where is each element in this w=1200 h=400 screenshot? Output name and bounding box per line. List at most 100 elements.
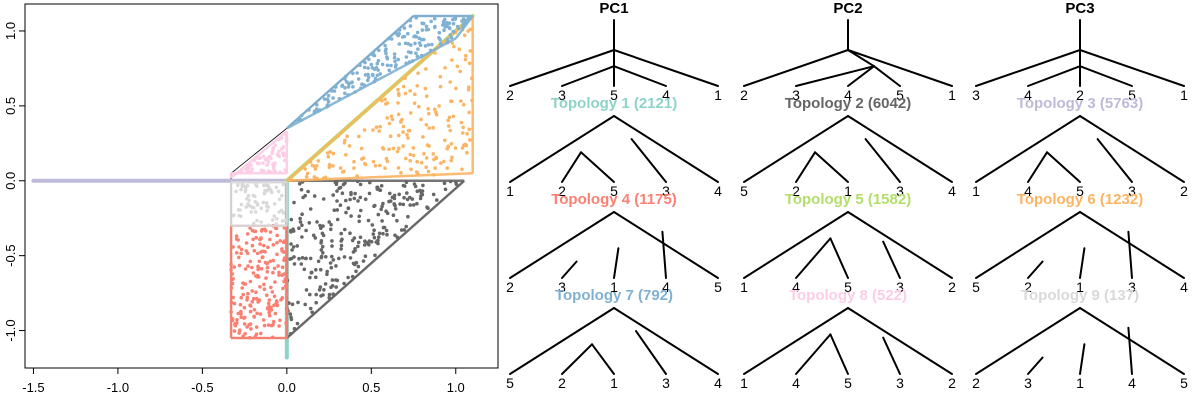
scatter-point — [412, 182, 417, 186]
tree-branch — [509, 307, 615, 375]
scatter-point — [244, 249, 249, 253]
scatter-point — [357, 134, 361, 139]
scatter-point — [310, 163, 315, 168]
scatter-point — [239, 251, 243, 256]
topology-tree: 2 3 4 5 1 — [740, 19, 956, 103]
leaf-label: 3 — [972, 87, 980, 103]
scatter-point — [374, 125, 379, 129]
scatter-point — [309, 270, 314, 275]
scatter-point — [404, 55, 409, 59]
scatter-point — [449, 158, 454, 163]
scatter-point — [330, 278, 335, 282]
scatter-point — [425, 143, 430, 147]
y-tick-label: -0.5 — [3, 244, 18, 266]
scatter-point — [417, 104, 421, 109]
scatter-point — [392, 202, 397, 206]
scatter-point — [415, 54, 420, 59]
scatter-point — [232, 265, 236, 269]
leaf-label: 5 — [1180, 375, 1188, 391]
scatter-point — [244, 241, 249, 245]
scatter-point — [271, 146, 276, 150]
scatter-point — [338, 166, 343, 170]
topology-title: Topology 5 (1582) — [785, 191, 911, 208]
x-tick-label: -1.5 — [22, 380, 44, 395]
scatter-point — [262, 227, 267, 232]
scatter-point — [348, 231, 352, 235]
scatter-point — [239, 309, 243, 314]
scatter-point — [385, 56, 390, 61]
topology-tree: 5 2 1 3 4 Topology 7 (792) — [506, 287, 722, 391]
scatter-point — [251, 237, 255, 242]
series-edge — [286, 179, 466, 339]
scatter-point — [396, 101, 400, 105]
region-boundary — [230, 128, 288, 174]
scatter-point — [321, 197, 326, 201]
tree-branch — [829, 237, 849, 279]
scatter-point — [315, 220, 319, 224]
scatter-point — [342, 281, 346, 286]
topology-tree: 5 2 1 3 4 Topology 6 (1232) — [972, 191, 1188, 295]
scatter-point — [362, 83, 367, 87]
scatter-point — [333, 85, 338, 89]
tree-branch — [1079, 115, 1185, 183]
scatter-point — [290, 302, 295, 307]
scatter-point — [409, 50, 413, 55]
scatter-point — [275, 233, 280, 238]
scatter-point — [352, 196, 357, 201]
scatter-point — [416, 71, 420, 75]
scatter-point — [288, 332, 293, 336]
scatter-point — [402, 184, 407, 188]
scatter-point — [251, 221, 256, 226]
scatter-point — [289, 217, 294, 222]
scatter-point — [419, 190, 424, 195]
scatter-point — [259, 168, 264, 173]
scatter-point — [255, 218, 259, 223]
leaf-label: 4 — [662, 279, 670, 295]
scatter-point — [406, 31, 410, 36]
scatter-point — [289, 256, 294, 261]
scatter-point — [348, 197, 352, 202]
topology-tree: 2 3 5 4 1 — [506, 19, 722, 103]
scatter-point — [343, 86, 347, 90]
scatter-point — [284, 133, 289, 137]
scatter-point — [280, 219, 285, 223]
scatter-point — [302, 267, 307, 272]
scatter-point — [278, 170, 283, 174]
y-tick-label: 0.5 — [3, 97, 18, 115]
scatter-point — [414, 170, 419, 174]
scatter-point — [358, 182, 363, 187]
scatter-point — [451, 21, 456, 26]
scatter-point — [259, 331, 263, 336]
scatter-point — [448, 179, 453, 184]
scatter-point — [325, 103, 330, 107]
scatter-point — [424, 67, 428, 71]
scatter-point — [389, 37, 394, 41]
scatter-point — [383, 43, 387, 48]
scatter-point — [283, 218, 288, 222]
scatter-point — [295, 321, 300, 326]
scatter-point — [401, 84, 406, 89]
scatter-point — [271, 270, 275, 275]
scatter-point — [275, 241, 279, 245]
scatter-point — [379, 184, 384, 188]
topology-tree: 2 3 1 4 5 Topology 9 (137) — [972, 287, 1188, 391]
scatter-point — [235, 251, 239, 255]
tree-branch — [882, 240, 901, 279]
scatter-point — [451, 114, 456, 119]
scatter-point — [239, 169, 244, 173]
scatter-point — [392, 55, 397, 60]
scatter-point — [319, 248, 324, 252]
leaf-label: 4 — [1128, 375, 1136, 391]
scatter-point — [262, 287, 267, 292]
scatter-point — [299, 187, 304, 192]
scatter-point — [267, 310, 272, 315]
scatter-point — [443, 66, 447, 70]
scatter-point — [261, 154, 266, 159]
scatter-point — [384, 102, 388, 106]
scatter-point — [229, 286, 234, 290]
scatter-point — [343, 91, 347, 96]
scatter-point — [441, 23, 445, 27]
scatter-point — [308, 160, 313, 164]
topology-tree: 1 4 5 3 2 Topology 3 (5763) — [972, 95, 1188, 199]
scatter-point — [363, 161, 367, 166]
